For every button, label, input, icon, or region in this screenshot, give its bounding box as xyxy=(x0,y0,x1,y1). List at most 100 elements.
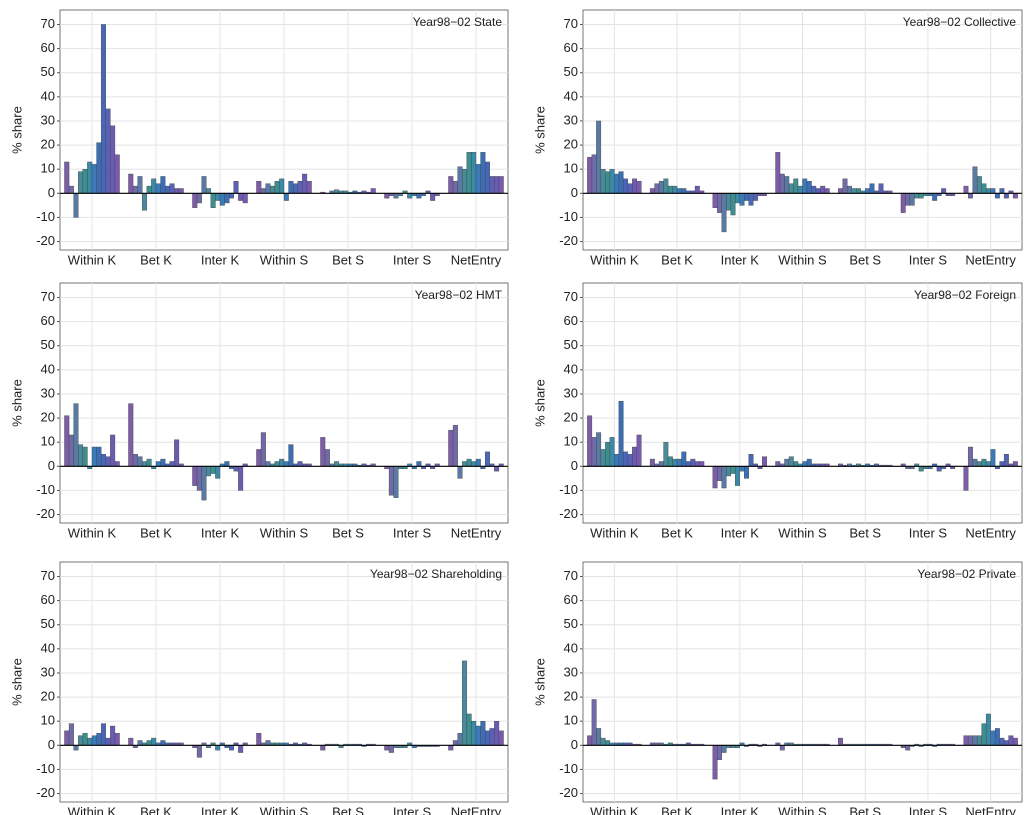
bar xyxy=(196,193,202,204)
bar xyxy=(215,193,221,201)
bar xyxy=(730,466,736,474)
y-tick-label: 10 xyxy=(41,161,55,176)
bar xyxy=(105,456,111,467)
bar xyxy=(654,183,660,194)
y-axis-label: % share xyxy=(532,658,547,706)
x-tick-label: NetEntry xyxy=(965,252,1016,267)
x-tick-label: Bet K xyxy=(661,252,693,267)
x-tick-label: Bet K xyxy=(661,525,693,540)
y-tick-label: 60 xyxy=(41,592,55,607)
bar xyxy=(721,466,727,489)
panel-annotation: Year98−02 Private xyxy=(917,567,1016,581)
bar xyxy=(591,154,597,194)
y-tick-label: 30 xyxy=(41,112,55,127)
bar xyxy=(256,181,262,194)
bar xyxy=(909,193,915,206)
bar xyxy=(219,193,225,206)
bar xyxy=(132,185,138,194)
panel-annotation: Year98−02 State xyxy=(413,15,503,29)
bar xyxy=(990,449,996,467)
bar xyxy=(210,193,216,208)
bar xyxy=(292,183,298,194)
bar xyxy=(174,439,180,467)
bar xyxy=(484,161,490,194)
bar xyxy=(618,400,624,467)
bar xyxy=(712,466,718,489)
y-tick-label: 50 xyxy=(564,337,578,352)
bar xyxy=(838,188,843,194)
bar xyxy=(64,415,70,467)
bar xyxy=(721,193,727,233)
x-tick-label: Inter K xyxy=(201,804,240,815)
bar xyxy=(114,733,120,746)
x-tick-label: Bet K xyxy=(140,252,172,267)
bar xyxy=(324,449,330,467)
bar xyxy=(320,437,326,467)
bar xyxy=(265,183,271,194)
bar xyxy=(137,740,143,746)
bar xyxy=(1008,735,1014,746)
bar xyxy=(132,454,138,467)
y-tick-label: 40 xyxy=(41,640,55,655)
bar xyxy=(114,154,120,194)
bar xyxy=(605,171,611,194)
bar xyxy=(739,466,745,472)
bar xyxy=(717,193,723,213)
x-tick-label: Bet K xyxy=(140,804,172,815)
bar xyxy=(753,193,758,201)
y-tick-label: 20 xyxy=(41,689,55,704)
bar xyxy=(430,193,436,201)
bar xyxy=(981,183,987,194)
bar xyxy=(228,193,234,199)
bar xyxy=(663,441,669,467)
bar xyxy=(238,466,244,491)
bar xyxy=(466,152,472,194)
bar xyxy=(591,699,597,746)
y-tick-label: -20 xyxy=(36,506,55,521)
x-tick-label: Inter S xyxy=(393,804,432,815)
x-tick-label: Bet K xyxy=(140,525,172,540)
x-tick-label: Inter K xyxy=(721,252,760,267)
bar xyxy=(494,466,500,472)
x-tick-label: Within S xyxy=(260,804,309,815)
bar xyxy=(726,466,731,477)
y-tick-label: 10 xyxy=(41,713,55,728)
bar xyxy=(416,461,422,467)
x-tick-label: Within S xyxy=(778,525,827,540)
bar xyxy=(636,434,642,467)
bar xyxy=(748,193,754,206)
bar xyxy=(210,466,216,474)
bar xyxy=(78,444,84,467)
y-tick-label: -20 xyxy=(559,233,578,248)
bar xyxy=(905,193,911,206)
bar xyxy=(694,461,700,467)
bar xyxy=(96,446,102,467)
bar xyxy=(110,434,116,467)
bar xyxy=(869,183,875,194)
bar xyxy=(238,745,244,753)
x-tick-label: Bet S xyxy=(332,525,364,540)
bar xyxy=(87,161,93,194)
bar xyxy=(224,193,230,204)
panel-annotation: Year98−02 Shareholding xyxy=(370,567,502,581)
x-tick-label: NetEntry xyxy=(451,252,502,267)
bar xyxy=(806,458,812,467)
bar xyxy=(985,188,991,194)
bar xyxy=(388,466,394,496)
bar xyxy=(448,176,454,194)
bar xyxy=(672,185,678,194)
bar xyxy=(448,745,454,751)
bar xyxy=(452,425,458,467)
bar xyxy=(265,740,271,746)
bar xyxy=(1012,461,1018,467)
bar xyxy=(224,461,230,467)
bar xyxy=(820,185,826,194)
bar xyxy=(73,745,79,751)
bar xyxy=(146,185,152,194)
bar xyxy=(744,466,749,479)
y-tick-label: 30 xyxy=(564,112,578,127)
bar xyxy=(462,461,468,467)
bar xyxy=(802,461,808,467)
x-tick-label: Within K xyxy=(68,252,117,267)
bar xyxy=(623,451,629,467)
